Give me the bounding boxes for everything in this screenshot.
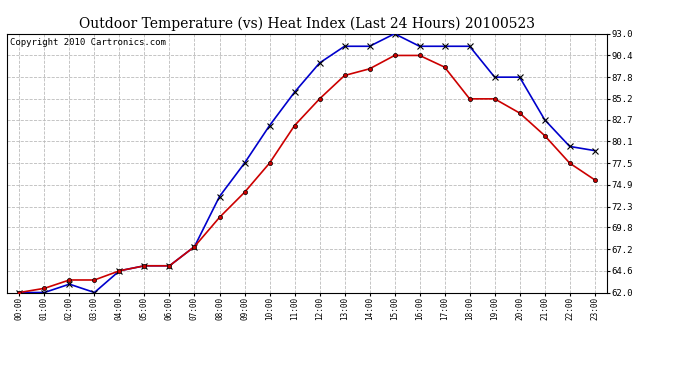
Title: Outdoor Temperature (vs) Heat Index (Last 24 Hours) 20100523: Outdoor Temperature (vs) Heat Index (Las… bbox=[79, 17, 535, 31]
Text: Copyright 2010 Cartronics.com: Copyright 2010 Cartronics.com bbox=[10, 38, 166, 46]
